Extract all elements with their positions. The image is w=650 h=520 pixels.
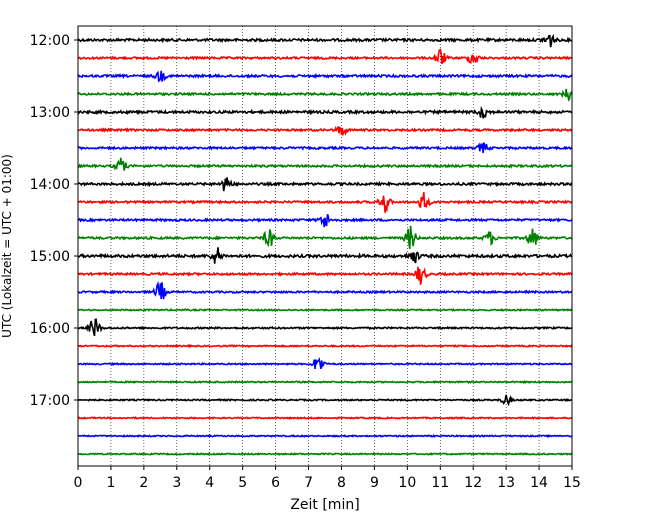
trace-line xyxy=(77,394,572,407)
y-tick-label: 15:00 xyxy=(30,249,70,265)
x-tick-label: 3 xyxy=(172,475,181,491)
y-tick-label: 13:00 xyxy=(30,105,70,121)
trace-line xyxy=(77,225,573,250)
x-tick-label: 4 xyxy=(205,475,214,491)
plot-frame xyxy=(77,25,573,467)
trace-line xyxy=(77,214,573,228)
trace-line xyxy=(77,48,573,65)
trace-line xyxy=(77,105,573,119)
y-tick-label: 17:00 xyxy=(30,393,70,409)
trace-line xyxy=(77,192,573,213)
trace-line xyxy=(77,307,573,312)
y-tick-label: 12:00 xyxy=(30,33,70,49)
x-tick-label: 0 xyxy=(74,475,83,491)
trace-line xyxy=(77,70,573,83)
x-tick-label: 6 xyxy=(271,475,280,491)
x-tick-label: 2 xyxy=(139,475,148,491)
trace-line xyxy=(78,434,573,438)
x-tick-label: 12 xyxy=(464,475,482,491)
trace-line xyxy=(77,88,573,102)
x-tick-label: 10 xyxy=(398,475,416,491)
trace-line xyxy=(77,142,573,154)
trace-line xyxy=(77,280,573,300)
trace-line xyxy=(77,452,573,456)
trace-line xyxy=(77,356,573,370)
x-tick-label: 9 xyxy=(370,475,379,491)
y-axis-label: UTC (Lokalzeit = UTC + 01:00) xyxy=(0,154,14,338)
y-axis-ticks: 12:00 13:00 14:00 15:00 16:00 17:00 xyxy=(30,33,78,409)
trace-line xyxy=(77,33,573,48)
trace-line xyxy=(77,343,573,349)
x-tick-label: 13 xyxy=(497,475,515,491)
x-tick-label: 1 xyxy=(106,475,115,491)
trace-line xyxy=(77,247,573,264)
x-tick-label: 5 xyxy=(238,475,247,491)
trace-line xyxy=(77,416,573,420)
y-tick-label: 14:00 xyxy=(30,177,70,193)
trace-line xyxy=(77,157,573,171)
trace-line xyxy=(78,318,573,337)
x-axis-ticks: 0 1 2 3 4 5 6 7 8 9 10 11 12 13 14 15 xyxy=(74,466,581,491)
trace-line xyxy=(77,266,573,285)
x-tick-label: 14 xyxy=(530,475,548,491)
trace-line xyxy=(77,125,573,138)
y-tick-label: 16:00 xyxy=(30,321,70,337)
x-tick-label: 15 xyxy=(563,475,581,491)
trace-line xyxy=(77,379,573,385)
x-tick-label: 11 xyxy=(431,475,449,491)
x-axis-label: Zeit [min] xyxy=(290,497,359,513)
grid-lines xyxy=(110,26,540,466)
x-tick-label: 8 xyxy=(337,475,346,491)
trace-line xyxy=(77,177,573,192)
trace-series xyxy=(77,33,573,456)
x-tick-label: 7 xyxy=(304,475,313,491)
